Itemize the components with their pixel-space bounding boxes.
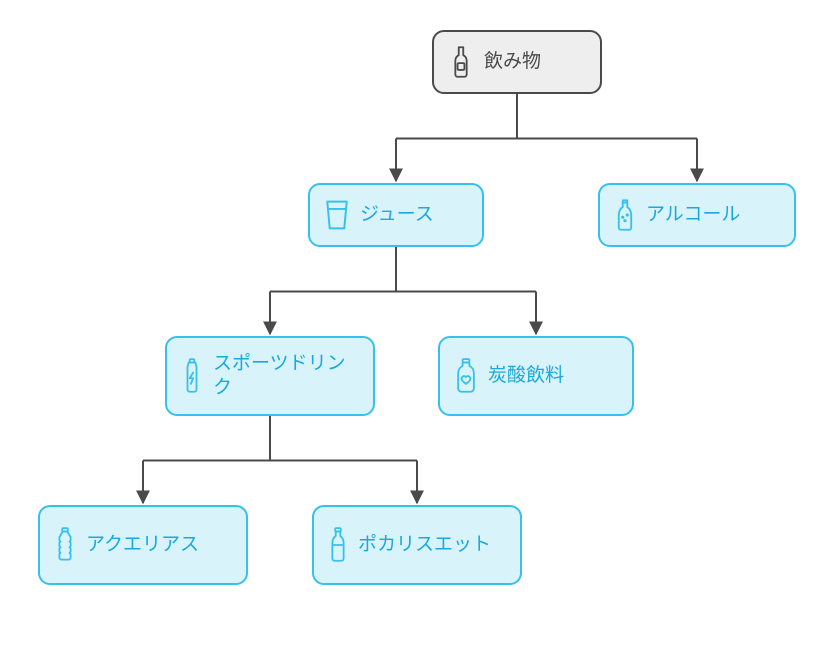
edge-bus-juice bbox=[270, 247, 536, 292]
champagne-icon bbox=[612, 198, 638, 232]
sports-bottle-icon bbox=[179, 358, 205, 394]
node-label: 飲み物 bbox=[484, 50, 586, 74]
pet-bottle-icon bbox=[52, 527, 78, 563]
node-sports: スポーツドリンク bbox=[165, 336, 375, 416]
node-label: 炭酸飲料 bbox=[488, 364, 618, 388]
node-label: アルコール bbox=[646, 203, 780, 227]
edge-bus-sports bbox=[143, 416, 417, 461]
wine-bottle-icon bbox=[446, 45, 476, 79]
node-pocari: ポカリスエット bbox=[312, 505, 522, 585]
edge-bus-root bbox=[396, 94, 697, 139]
node-aquarius: アクエリアス bbox=[38, 505, 248, 585]
tall-bottle-icon bbox=[326, 527, 350, 563]
node-root: 飲み物 bbox=[432, 30, 602, 94]
node-label: アクエリアス bbox=[86, 533, 232, 557]
node-soda: 炭酸飲料 bbox=[438, 336, 634, 416]
node-alcohol: アルコール bbox=[598, 183, 796, 247]
tree-diagram: 飲み物 ジュース アルコール スポーツドリンク 炭酸飲料 アクエリアス bbox=[0, 0, 837, 669]
node-label: ジュース bbox=[360, 203, 468, 227]
node-juice: ジュース bbox=[308, 183, 484, 247]
cup-icon bbox=[322, 198, 352, 232]
node-label: スポーツドリンク bbox=[213, 352, 359, 400]
love-bottle-icon bbox=[452, 358, 480, 394]
node-label: ポカリスエット bbox=[358, 533, 506, 557]
